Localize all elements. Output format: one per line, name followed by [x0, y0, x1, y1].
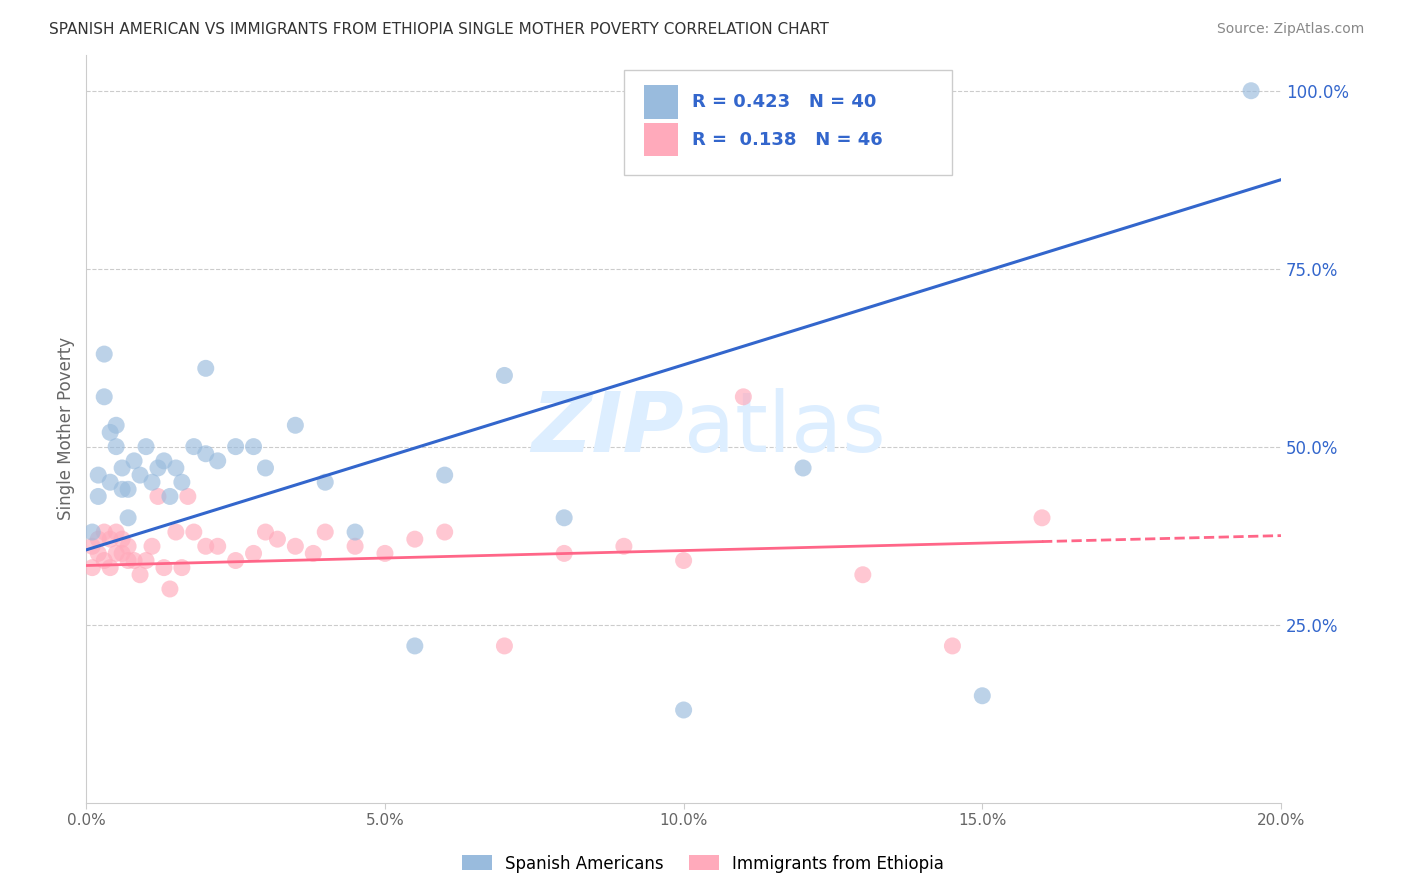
Point [284, 539, 307, 553]
Point [153, 560, 176, 574]
Point [159, 582, 181, 596]
Point [146, 490, 169, 504]
Point [733, 390, 755, 404]
Point [87, 468, 110, 483]
Point [93, 347, 115, 361]
Point [87, 532, 110, 546]
Point [254, 461, 277, 475]
Point [117, 483, 139, 497]
Point [207, 454, 229, 468]
Point [553, 546, 575, 560]
Point [141, 539, 163, 553]
Point [433, 468, 456, 483]
Point [105, 418, 128, 433]
Point [146, 461, 169, 475]
Point [141, 475, 163, 490]
Point [344, 524, 367, 539]
Text: Source: ZipAtlas.com: Source: ZipAtlas.com [1216, 22, 1364, 37]
Point [972, 689, 994, 703]
Point [82, 524, 104, 539]
Point [111, 461, 134, 475]
Point [374, 546, 396, 560]
Point [105, 440, 128, 454]
Point [941, 639, 963, 653]
Point [82, 539, 104, 553]
Point [672, 703, 695, 717]
Point [242, 440, 264, 454]
Point [852, 567, 875, 582]
Text: atlas: atlas [683, 388, 886, 469]
Point [159, 490, 181, 504]
Point [225, 440, 247, 454]
Point [613, 539, 636, 553]
Point [105, 546, 128, 560]
Point [117, 539, 139, 553]
Point [87, 546, 110, 560]
Text: R =  0.138   N = 46: R = 0.138 N = 46 [692, 130, 883, 149]
Point [553, 510, 575, 524]
Point [242, 546, 264, 560]
Point [170, 560, 193, 574]
Legend: Spanish Americans, Immigrants from Ethiopia: Spanish Americans, Immigrants from Ethio… [456, 848, 950, 880]
Y-axis label: Single Mother Poverty: Single Mother Poverty [58, 337, 75, 520]
Point [135, 440, 157, 454]
Point [111, 483, 134, 497]
FancyBboxPatch shape [624, 70, 952, 175]
Point [254, 524, 277, 539]
Point [194, 361, 217, 376]
Point [93, 553, 115, 567]
Point [135, 553, 157, 567]
Text: SPANISH AMERICAN VS IMMIGRANTS FROM ETHIOPIA SINGLE MOTHER POVERTY CORRELATION C: SPANISH AMERICAN VS IMMIGRANTS FROM ETHI… [49, 22, 830, 37]
Point [122, 454, 145, 468]
Point [98, 560, 121, 574]
Point [207, 539, 229, 553]
Point [183, 524, 205, 539]
Point [433, 524, 456, 539]
Point [404, 639, 426, 653]
FancyBboxPatch shape [644, 123, 678, 156]
Point [314, 475, 336, 490]
Point [98, 475, 121, 490]
Point [165, 461, 187, 475]
Point [1240, 84, 1263, 98]
Point [93, 390, 115, 404]
Point [672, 553, 695, 567]
Point [494, 639, 516, 653]
Point [98, 532, 121, 546]
Point [404, 532, 426, 546]
Point [111, 546, 134, 560]
Point [87, 490, 110, 504]
Point [129, 567, 152, 582]
Point [225, 553, 247, 567]
Point [266, 532, 288, 546]
Point [494, 368, 516, 383]
Point [98, 425, 121, 440]
Text: R = 0.423   N = 40: R = 0.423 N = 40 [692, 94, 876, 112]
Point [117, 553, 139, 567]
FancyBboxPatch shape [644, 86, 678, 119]
Point [302, 546, 325, 560]
Point [117, 510, 139, 524]
Point [122, 553, 145, 567]
Point [82, 560, 104, 574]
Point [1031, 510, 1053, 524]
Point [111, 532, 134, 546]
Point [153, 454, 176, 468]
Point [344, 539, 367, 553]
Point [105, 524, 128, 539]
Point [792, 461, 814, 475]
Point [194, 447, 217, 461]
Point [284, 418, 307, 433]
Point [194, 539, 217, 553]
Point [129, 468, 152, 483]
Point [165, 524, 187, 539]
Text: ZIP: ZIP [531, 388, 683, 469]
Point [314, 524, 336, 539]
Point [93, 524, 115, 539]
Point [170, 475, 193, 490]
Point [177, 490, 200, 504]
Point [183, 440, 205, 454]
